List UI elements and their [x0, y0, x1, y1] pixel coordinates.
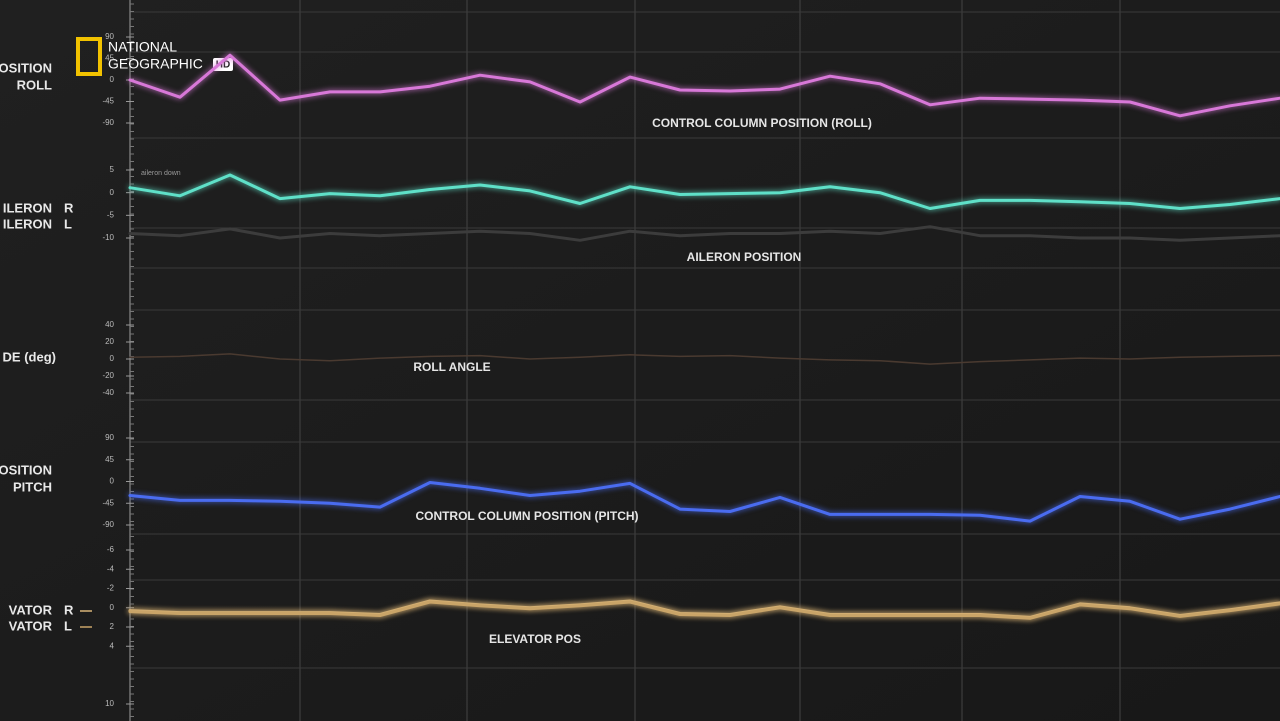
side-label: PITCH	[13, 479, 52, 494]
annotation: aileron down	[141, 170, 181, 177]
y-tick-label: 90	[105, 32, 114, 41]
data-line	[128, 173, 1280, 210]
y-tick-label: -90	[102, 520, 114, 529]
y-tick-label: -90	[102, 118, 114, 127]
y-tick-label: 45	[105, 455, 114, 464]
panel-title: CONTROL COLUMN POSITION (PITCH)	[415, 509, 638, 523]
side-label: VATOR	[9, 602, 53, 617]
logo: NATIONAL GEOGRAPHIC HD	[76, 37, 233, 76]
logo-badge: HD	[216, 60, 230, 71]
y-tick-label: -45	[102, 97, 114, 106]
panel-title: AILERON POSITION	[687, 250, 802, 264]
axis-minor-ticks	[130, 3, 134, 717]
panel-title: CONTROL COLUMN POSITION (ROLL)	[652, 116, 872, 130]
legend-label: L	[64, 216, 72, 231]
panel-title: ELEVATOR POS	[489, 632, 581, 646]
y-tick-label: 40	[105, 320, 114, 329]
logo-frame	[76, 37, 102, 76]
y-tick-label: 20	[105, 337, 114, 346]
side-label: OSITION	[0, 462, 52, 477]
legend-label: R	[64, 602, 74, 617]
side-label: VATOR	[9, 618, 53, 633]
data-line	[128, 481, 1280, 523]
y-tick-label: 10	[105, 699, 114, 708]
y-tick-label: -20	[102, 371, 114, 380]
y-tick-label: 90	[105, 433, 114, 442]
data-line	[128, 53, 1280, 118]
side-label: ROLL	[17, 77, 52, 92]
data-line	[128, 600, 1280, 620]
y-tick-label: 45	[105, 54, 114, 63]
y-tick-label: 5	[110, 165, 115, 174]
y-tick-label: 0	[110, 477, 115, 486]
y-tick-label: 4	[110, 641, 115, 650]
y-tick-label: -2	[107, 584, 115, 593]
logo-line2: GEOGRAPHIC	[108, 56, 203, 72]
data-line	[128, 225, 1280, 242]
side-label: ILERON	[3, 200, 52, 215]
logo-badge-box	[213, 58, 233, 71]
y-tick-label: -4	[107, 564, 115, 573]
y-tick-label: 2	[110, 622, 115, 631]
vertical-grid	[299, 0, 1121, 721]
horizontal-grid	[130, 11, 1280, 669]
side-label: ILERON	[3, 216, 52, 231]
data-line	[129, 353, 1280, 365]
side-label: OSITION	[0, 60, 52, 75]
y-tick-label: 0	[110, 603, 115, 612]
y-tick-label: -45	[102, 498, 114, 507]
y-tick-label: -6	[107, 545, 115, 554]
y-tick-label: 0	[110, 188, 115, 197]
y-tick-label: -10	[102, 233, 114, 242]
panel-title: ROLL ANGLE	[413, 360, 490, 374]
legend-label: R	[64, 200, 74, 215]
y-tick-label: -5	[107, 210, 115, 219]
logo-line1: NATIONAL	[108, 39, 177, 55]
y-tick-label: 0	[110, 75, 115, 84]
side-label: DE (deg)	[3, 349, 56, 364]
y-tick-label: -40	[102, 388, 114, 397]
legend-label: L	[64, 618, 72, 633]
y-tick-label: 0	[110, 354, 115, 363]
